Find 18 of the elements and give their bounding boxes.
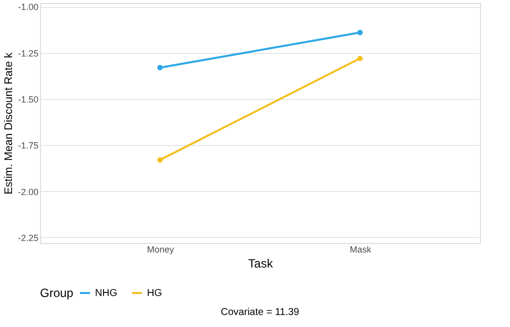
legend-label: NHG: [95, 288, 118, 299]
point: [357, 30, 363, 36]
y-tick-label: -1.00: [18, 2, 38, 12]
point: [157, 64, 163, 70]
legend-label: HG: [147, 288, 162, 299]
point: [157, 157, 163, 163]
y-tick-label: -1.25: [18, 48, 38, 58]
x-axis-title: Task: [248, 256, 274, 270]
x-tick-label: Mask: [350, 244, 372, 254]
legend-title: Group: [40, 286, 74, 300]
y-tick-label: -2.25: [18, 232, 38, 243]
y-tick-label: -2.00: [18, 186, 38, 197]
y-axis-title: Estim. Mean Discount Rate k: [2, 52, 15, 194]
point: [357, 56, 363, 62]
x-tick-label: Money: [146, 244, 175, 254]
y-tick-label: -1.75: [18, 140, 38, 151]
text: Covariate = 11.39: [220, 307, 300, 318]
y-tick-label: -1.50: [18, 94, 38, 104]
